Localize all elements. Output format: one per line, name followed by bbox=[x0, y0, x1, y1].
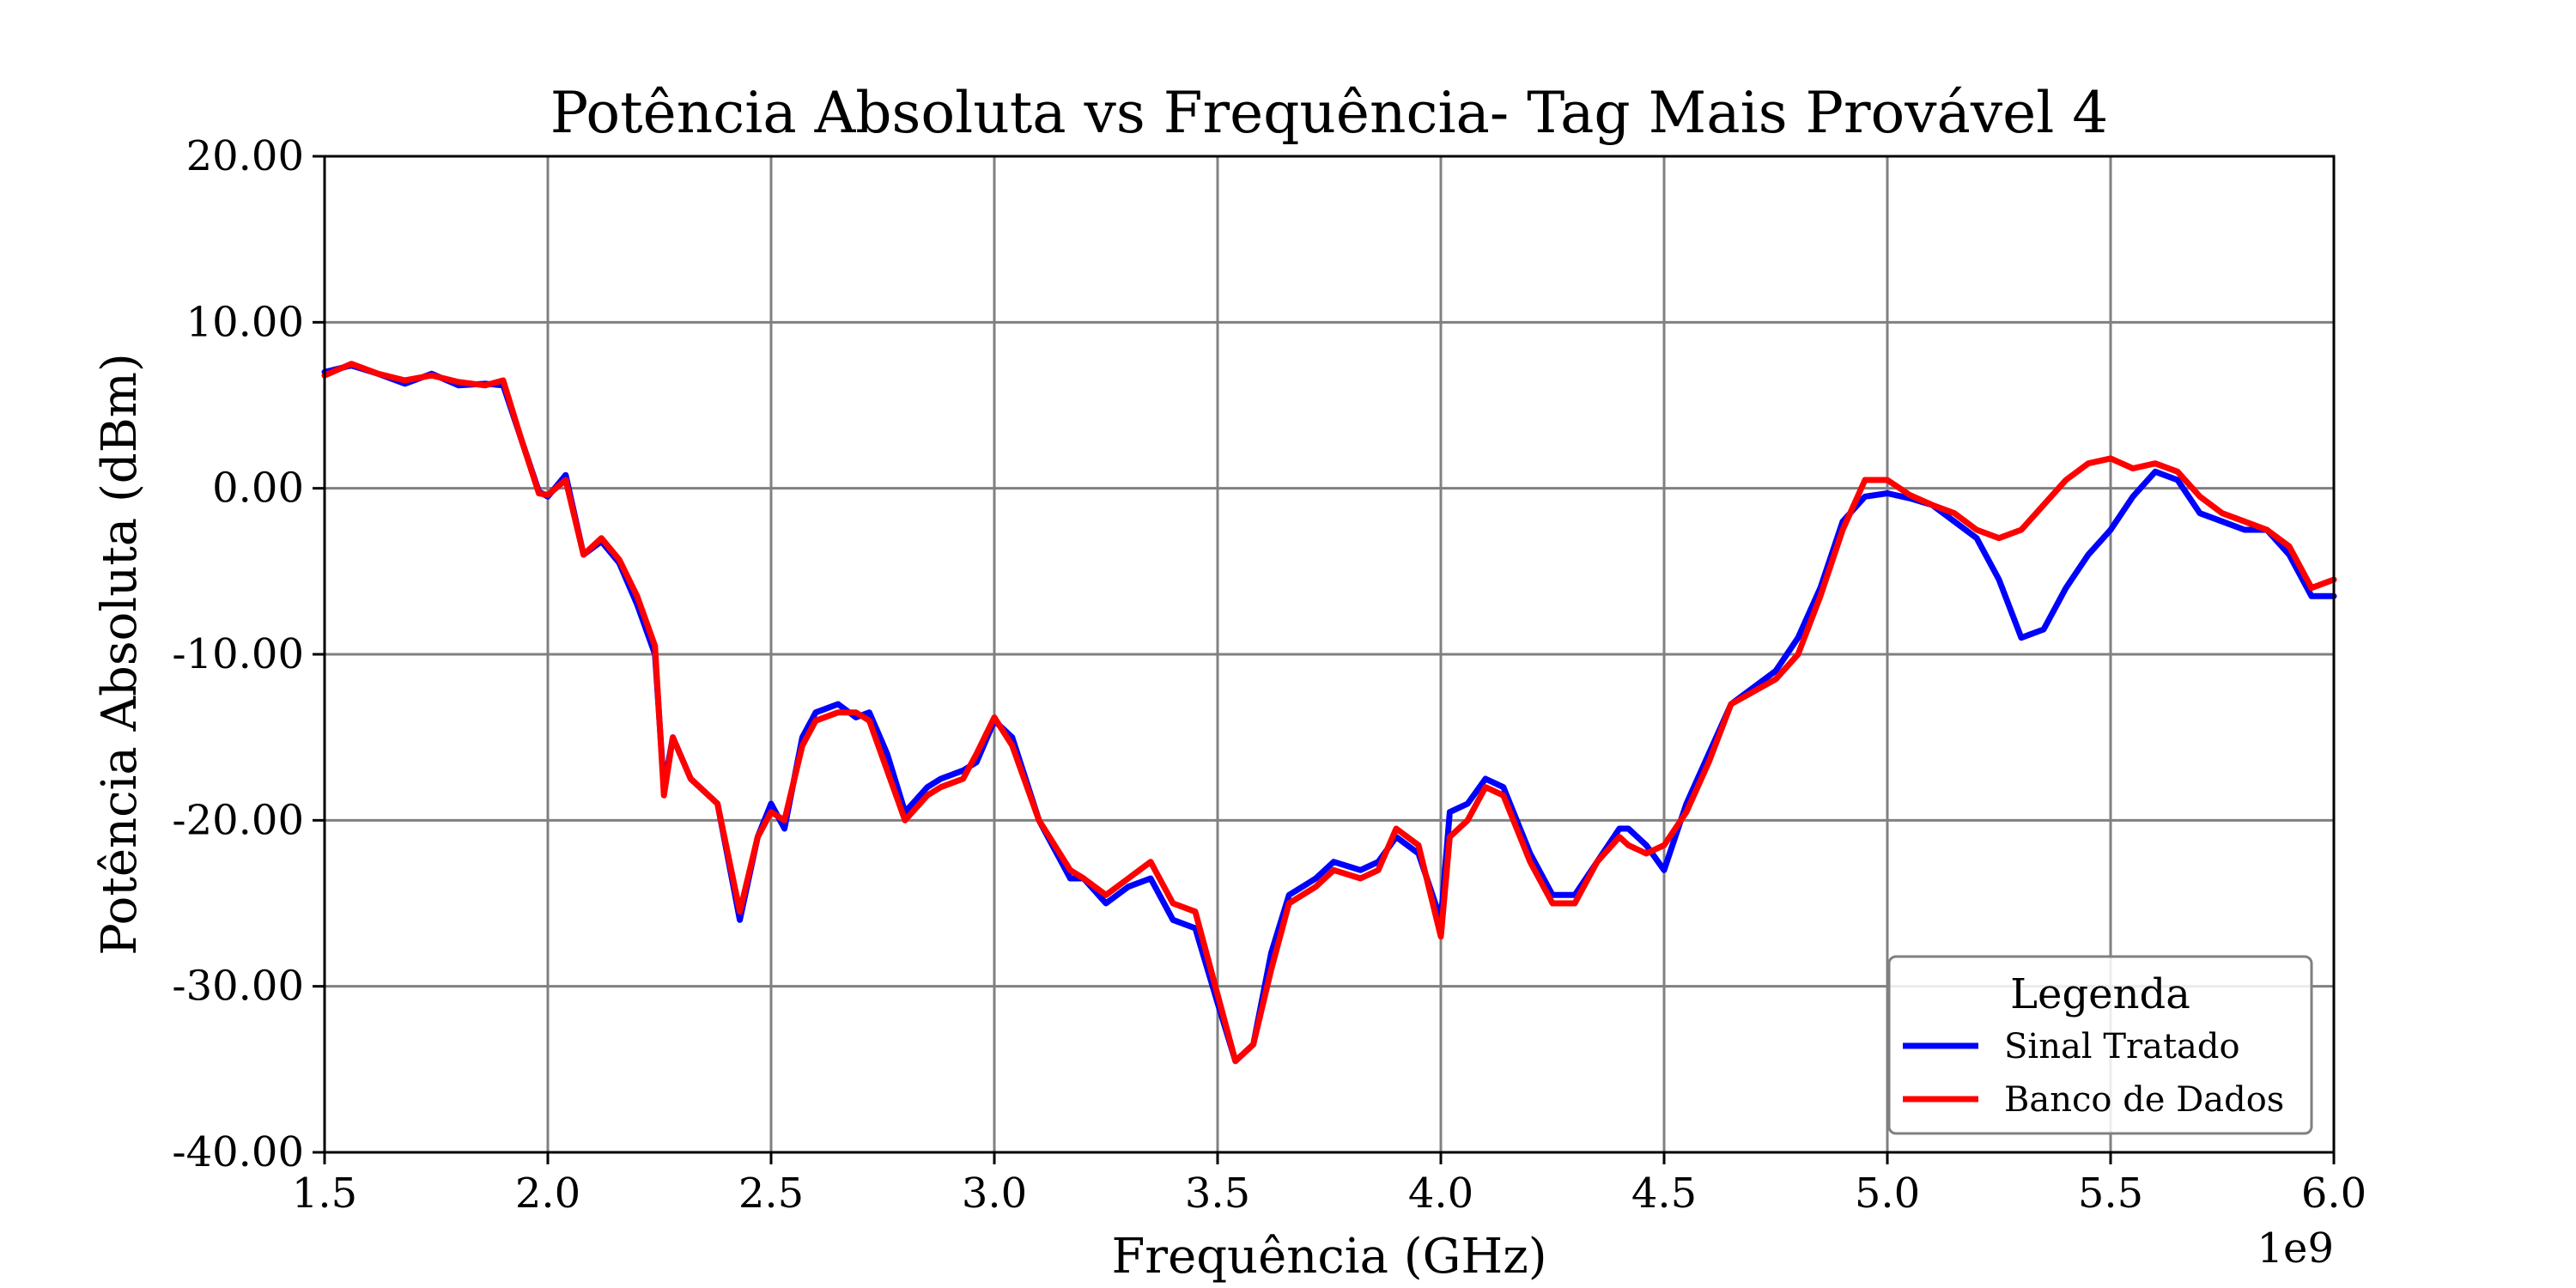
x-tick-label: 4.5 bbox=[1631, 1170, 1697, 1218]
y-axis-label: Potência Absoluta (dBm) bbox=[92, 353, 148, 956]
x-tick-label: 4.0 bbox=[1408, 1170, 1473, 1218]
ticks: 1.5 2.0 2.5 3.0 3.5 4.0 4.5 5.0 5.5 6.0 20.00 10.00… bbox=[172, 132, 2366, 1218]
legend-title: Legenda bbox=[2010, 970, 2190, 1018]
legend: Legenda Sinal Tratado Banco de Dados bbox=[1887, 955, 2313, 1135]
x-tick-label: 2.0 bbox=[515, 1170, 580, 1218]
x-tick-label: 3.0 bbox=[962, 1170, 1027, 1218]
legend-label: Banco de Dados bbox=[2004, 1080, 2284, 1120]
x-tick-label: 1.5 bbox=[292, 1170, 357, 1218]
x-axis-offset-text: 1e9 bbox=[2257, 1224, 2334, 1273]
legend-box bbox=[1887, 955, 2313, 1135]
series-line-banco-de-dados bbox=[321, 361, 2337, 1065]
y-tick-label: -20.00 bbox=[172, 796, 304, 844]
x-tick-label: 3.5 bbox=[1185, 1170, 1250, 1218]
x-axis-label: Frequência (GHz) bbox=[1111, 1229, 1546, 1285]
legend-entries: Sinal Tratado Banco de Dados bbox=[1903, 1027, 2284, 1120]
y-tick-label: -40.00 bbox=[172, 1128, 304, 1176]
x-tick-label: 6.0 bbox=[2301, 1170, 2366, 1218]
chart-title: Potência Absoluta vs Frequência- Tag Mai… bbox=[550, 80, 2109, 146]
series-layer bbox=[321, 361, 2337, 1065]
x-tick-label: 2.5 bbox=[738, 1170, 804, 1218]
y-tick-label: 20.00 bbox=[186, 132, 304, 180]
y-tick-label: 0.00 bbox=[212, 465, 304, 513]
x-tick-label: 5.5 bbox=[2078, 1170, 2143, 1218]
y-tick-label: 10.00 bbox=[186, 298, 304, 346]
y-tick-label: -30.00 bbox=[172, 963, 304, 1011]
y-tick-label: -10.00 bbox=[172, 630, 304, 678]
legend-label: Sinal Tratado bbox=[2004, 1027, 2240, 1066]
x-tick-label: 5.0 bbox=[1855, 1170, 1920, 1218]
